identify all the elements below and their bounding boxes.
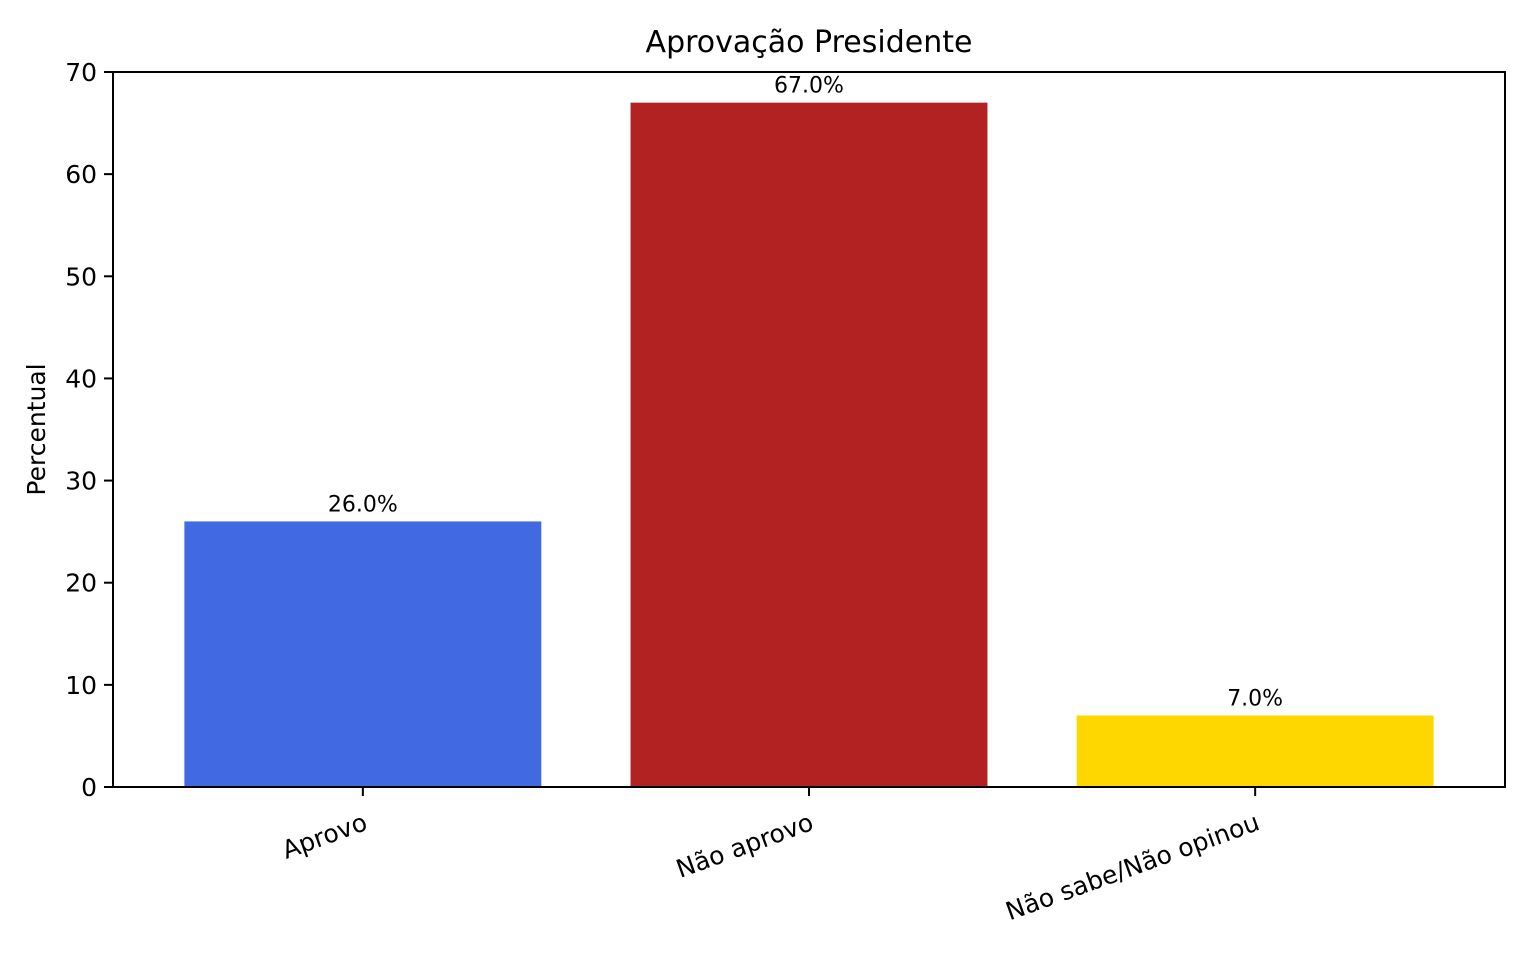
y-tick-label: 30 [65,467,97,496]
bar-n-o-aprovo [630,102,988,787]
y-tick-label: 50 [65,262,97,291]
x-tick-label: Não sabe/Não opinou [1002,807,1263,926]
x-tick-label: Aprovo [278,807,371,864]
bar-value-label: 67.0% [774,74,844,99]
bar-n-o-sabe-n-o-opinou [1076,715,1434,787]
chart-title: Aprovação Presidente [646,25,973,60]
y-tick-label: 60 [65,160,97,189]
y-tick-label: 70 [65,58,97,87]
bar-aprovo [184,521,542,787]
bar-value-label: 7.0% [1227,687,1283,712]
y-tick-label: 40 [65,364,97,393]
y-tick-label: 0 [81,773,97,802]
y-tick-label: 10 [65,671,97,700]
bar-value-label: 26.0% [328,492,398,517]
x-tick-label: Não aprovo [672,807,817,883]
plot-border [112,71,1506,788]
y-tick-label: 20 [65,569,97,598]
y-axis-label: Percentual [22,363,51,495]
